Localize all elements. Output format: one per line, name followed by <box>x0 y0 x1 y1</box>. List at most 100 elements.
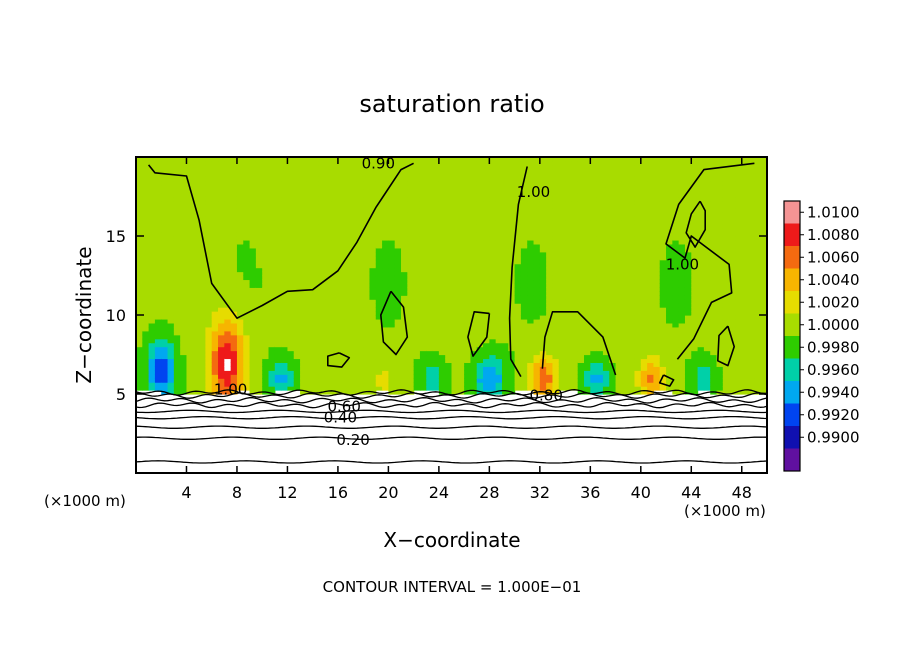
field-cell <box>249 239 257 245</box>
field-cell <box>350 283 358 288</box>
field-cell <box>224 346 232 352</box>
field-cell <box>508 334 516 340</box>
field-cell <box>609 168 617 174</box>
field-cell <box>413 318 421 324</box>
field-cell <box>192 370 200 375</box>
field-cell <box>401 228 408 233</box>
field-cell <box>640 255 648 261</box>
field-cell <box>495 307 503 312</box>
field-cell <box>192 239 200 245</box>
field-cell <box>413 362 421 367</box>
field-cell <box>426 334 434 340</box>
field-cell <box>489 283 497 288</box>
field-cell <box>527 251 535 257</box>
field-cell <box>344 307 352 312</box>
field-cell <box>565 334 572 340</box>
field-cell <box>199 228 207 233</box>
field-cell <box>577 157 585 162</box>
field-cell <box>394 271 402 277</box>
field-cell <box>350 259 358 265</box>
field-cell <box>287 176 295 182</box>
field-cell <box>596 251 604 257</box>
field-cell <box>375 255 383 261</box>
field-cell <box>274 291 282 296</box>
field-cell <box>419 196 427 202</box>
field-cell <box>577 204 585 209</box>
field-cell <box>211 184 219 190</box>
field-cell <box>136 267 143 273</box>
field-cell <box>394 378 402 383</box>
field-cell <box>350 164 358 170</box>
field-cell <box>192 236 200 241</box>
field-cell <box>514 283 522 288</box>
field-cell <box>609 311 617 316</box>
field-cell <box>489 247 497 253</box>
field-cell <box>426 232 434 237</box>
field-cell <box>287 311 295 316</box>
field-cell <box>337 188 345 194</box>
field-cell <box>590 216 598 221</box>
field-cell <box>457 330 465 336</box>
field-cell <box>596 299 604 304</box>
field-cell <box>634 330 642 336</box>
field-cell <box>192 172 200 178</box>
field-cell <box>609 200 617 205</box>
field-cell <box>293 279 301 284</box>
field-cell <box>325 350 333 356</box>
field-cell <box>218 283 225 288</box>
field-cell <box>495 188 503 194</box>
field-cell <box>224 212 232 217</box>
field-cell <box>344 176 352 182</box>
field-cell <box>558 318 566 324</box>
field-cell <box>344 232 352 237</box>
field-cell <box>199 366 207 371</box>
field-cell <box>218 243 225 249</box>
field-cell <box>628 334 636 340</box>
field-cell <box>401 366 408 371</box>
field-cell <box>344 255 352 261</box>
field-cell <box>154 184 162 190</box>
field-cell <box>520 259 528 265</box>
field-cell <box>255 220 263 225</box>
field-cell <box>445 378 453 383</box>
field-cell <box>407 188 415 194</box>
field-cell <box>344 315 352 320</box>
field-cell <box>369 322 377 328</box>
field-cell <box>451 303 459 308</box>
field-cell <box>489 330 497 336</box>
field-cell <box>173 295 181 300</box>
field-cell <box>161 370 169 375</box>
field-cell <box>426 366 434 371</box>
field-cell <box>218 216 225 221</box>
field-cell <box>274 315 282 320</box>
field-cell <box>255 346 263 352</box>
field-cell <box>274 334 282 340</box>
field-cell <box>495 334 503 340</box>
field-cell <box>224 382 232 387</box>
field-cell <box>300 307 307 312</box>
field-cell <box>161 216 169 221</box>
field-cell <box>224 295 232 300</box>
field-cell <box>659 330 667 336</box>
field-cell <box>243 307 251 312</box>
field-cell <box>394 263 402 269</box>
field-cell <box>464 208 472 213</box>
field-cell <box>394 354 402 360</box>
field-cell <box>401 192 408 198</box>
field-cell <box>659 354 667 360</box>
field-cell <box>363 338 371 344</box>
field-cell <box>546 354 554 360</box>
field-cell <box>438 322 446 328</box>
field-cell <box>356 299 364 304</box>
field-cell <box>527 362 535 367</box>
field-cell <box>647 315 655 320</box>
field-cell <box>546 172 554 178</box>
field-cell <box>445 342 453 348</box>
field-cell <box>590 311 598 316</box>
field-cell <box>236 342 244 348</box>
field-cell <box>653 216 661 221</box>
field-cell <box>609 160 617 166</box>
field-cell <box>199 196 207 202</box>
field-cell <box>136 279 143 284</box>
field-cell <box>230 390 238 395</box>
